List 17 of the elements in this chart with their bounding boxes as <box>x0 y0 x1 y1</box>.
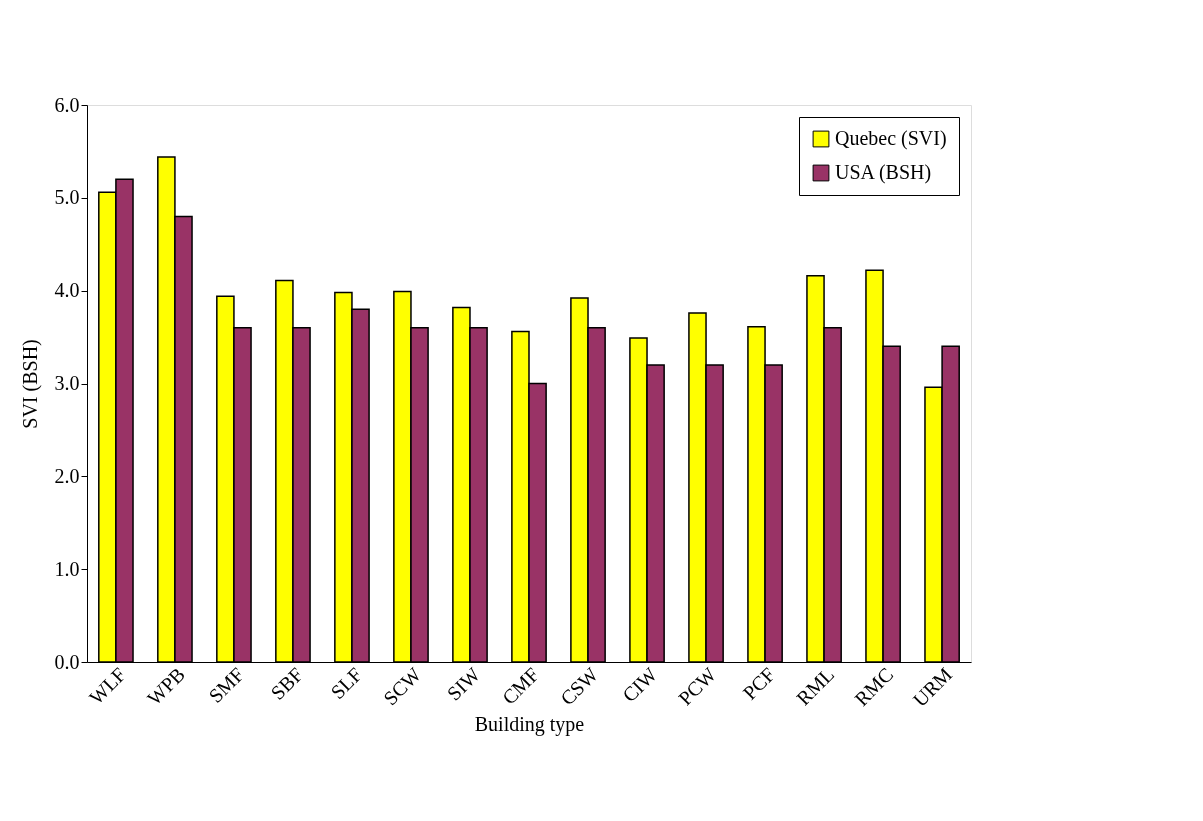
y-tick-label: 6.0 <box>54 93 80 116</box>
x-tick-label: WPB <box>142 663 190 710</box>
legend-label: Quebec (SVI) <box>835 127 947 150</box>
x-tick-label: SLF <box>326 663 367 704</box>
x-tick-label: SBF <box>266 663 308 704</box>
y-tick-label: 3.0 <box>54 372 80 394</box>
x-tick-label: PCF <box>738 663 780 704</box>
legend-label: USA (BSH) <box>835 161 932 184</box>
y-tick-label: 0.0 <box>54 650 80 673</box>
x-tick-label: CIW <box>618 663 662 707</box>
y-tick-label: 1.0 <box>54 557 80 580</box>
x-tick-label: SIW <box>442 663 485 705</box>
y-tick-label: 2.0 <box>54 464 80 487</box>
y-tick-label: 4.0 <box>54 279 80 302</box>
x-axis-title: Building type <box>474 712 585 736</box>
y-tick-label: 5.0 <box>54 186 80 209</box>
y-axis-title: SVI (BSH) <box>18 339 42 429</box>
